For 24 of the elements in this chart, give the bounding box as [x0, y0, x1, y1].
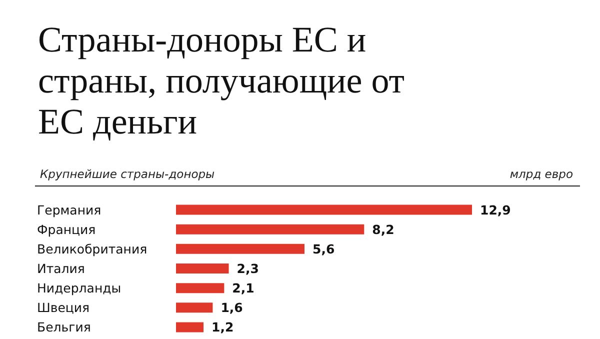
data-label: 8,2	[372, 222, 394, 237]
y-tick-label: Италия	[37, 261, 85, 276]
data-label: 2,3	[236, 261, 259, 276]
bar	[176, 302, 213, 313]
chart-subtitle: Крупнейшие страны-доноры	[40, 167, 215, 181]
x-axis-title: млрд евро	[510, 167, 574, 181]
y-tick-label: Нидерланды	[37, 280, 122, 296]
bar	[176, 204, 472, 215]
data-label: 12,9	[480, 202, 511, 218]
bar	[176, 244, 304, 254]
data-label: 2,1	[232, 280, 254, 296]
data-label: 1,6	[220, 300, 244, 316]
y-tick-label: Франция	[37, 222, 96, 237]
y-tick-label: Швеция	[37, 300, 90, 316]
bar	[176, 283, 224, 294]
chart-title: Страны-доноры ЕС и страны, получающие от ЕС деньги	[38, 20, 405, 142]
data-label: 5,6	[312, 241, 335, 256]
bar	[176, 264, 229, 274]
y-tick-label: Германия	[37, 202, 102, 218]
bar	[176, 224, 364, 234]
y-tick-label: Бельгия	[37, 320, 91, 335]
bar	[176, 322, 204, 332]
y-tick-label: Великобритания	[37, 241, 148, 256]
data-label: 1,2	[212, 320, 234, 335]
